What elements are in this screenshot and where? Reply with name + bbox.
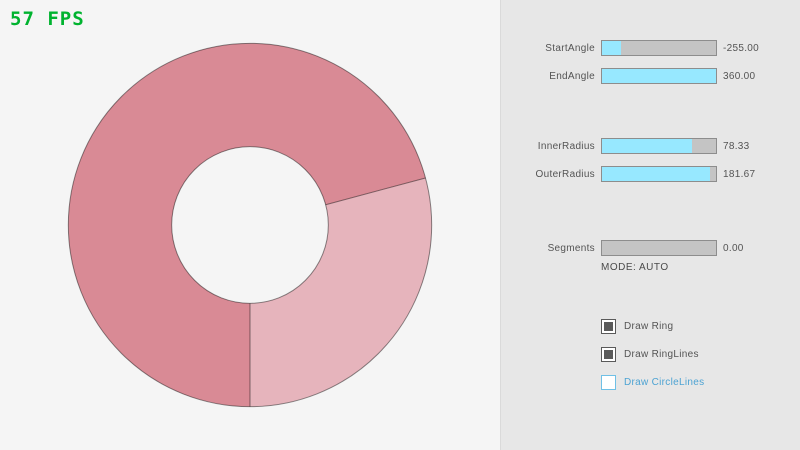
ring-sector xyxy=(68,43,426,407)
draw-ring-checkbox-row: Draw Ring xyxy=(601,319,673,334)
inner-radius-slider-fill xyxy=(602,139,693,153)
inner-radius-value: 78.33 xyxy=(723,141,750,152)
draw-ringlines-checkbox-row: Draw RingLines xyxy=(601,347,699,362)
outer-radius-slider[interactable] xyxy=(601,166,717,182)
end-angle-row: EndAngle 360.00 xyxy=(501,68,800,84)
draw-circlelines-checkbox[interactable] xyxy=(601,375,616,390)
fps-counter: 57 FPS xyxy=(10,8,85,30)
end-angle-slider-fill xyxy=(602,69,716,83)
ring-edge-line xyxy=(325,177,426,206)
outer-radius-label: OuterRadius xyxy=(535,169,595,180)
end-angle-value: 360.00 xyxy=(723,71,756,82)
inner-radius-row: InnerRadius 78.33 xyxy=(501,138,800,154)
end-angle-label: EndAngle xyxy=(549,71,595,82)
segments-mode-label: MODE: AUTO xyxy=(601,262,669,273)
start-angle-slider[interactable] xyxy=(601,40,717,56)
start-angle-row: StartAngle -255.00 xyxy=(501,40,800,56)
segments-slider[interactable] xyxy=(601,240,717,256)
start-angle-value: -255.00 xyxy=(723,43,760,54)
end-angle-slider[interactable] xyxy=(601,68,717,84)
draw-circlelines-checkbox-row: Draw CircleLines xyxy=(601,375,704,390)
outer-radius-row: OuterRadius 181.67 xyxy=(501,166,800,182)
inner-radius-slider[interactable] xyxy=(601,138,717,154)
draw-ringlines-checkbox-label: Draw RingLines xyxy=(624,349,699,360)
segments-label: Segments xyxy=(547,243,595,254)
draw-ringlines-checkbox[interactable] xyxy=(601,347,616,362)
ring-outline xyxy=(67,42,433,408)
draw-ring-checkbox[interactable] xyxy=(601,319,616,334)
inner-radius-label: InnerRadius xyxy=(537,141,595,152)
draw-circlelines-checkbox-label: Draw CircleLines xyxy=(624,377,705,388)
outer-radius-value: 181.67 xyxy=(723,169,756,180)
start-angle-label: StartAngle xyxy=(545,43,595,54)
ring-sector xyxy=(250,177,432,407)
segments-row: Segments 0.00 xyxy=(501,240,800,256)
start-angle-slider-fill xyxy=(602,41,622,55)
canvas-area: 57 FPS xyxy=(10,8,433,408)
segments-value: 0.00 xyxy=(723,243,744,254)
outer-radius-slider-fill xyxy=(602,167,711,181)
control-panel: StartAngle -255.00 EndAngle 360.00 Inner… xyxy=(500,0,800,450)
ring-canvas xyxy=(67,42,433,408)
draw-ring-checkbox-label: Draw Ring xyxy=(624,321,674,332)
ring-outline xyxy=(171,146,329,304)
